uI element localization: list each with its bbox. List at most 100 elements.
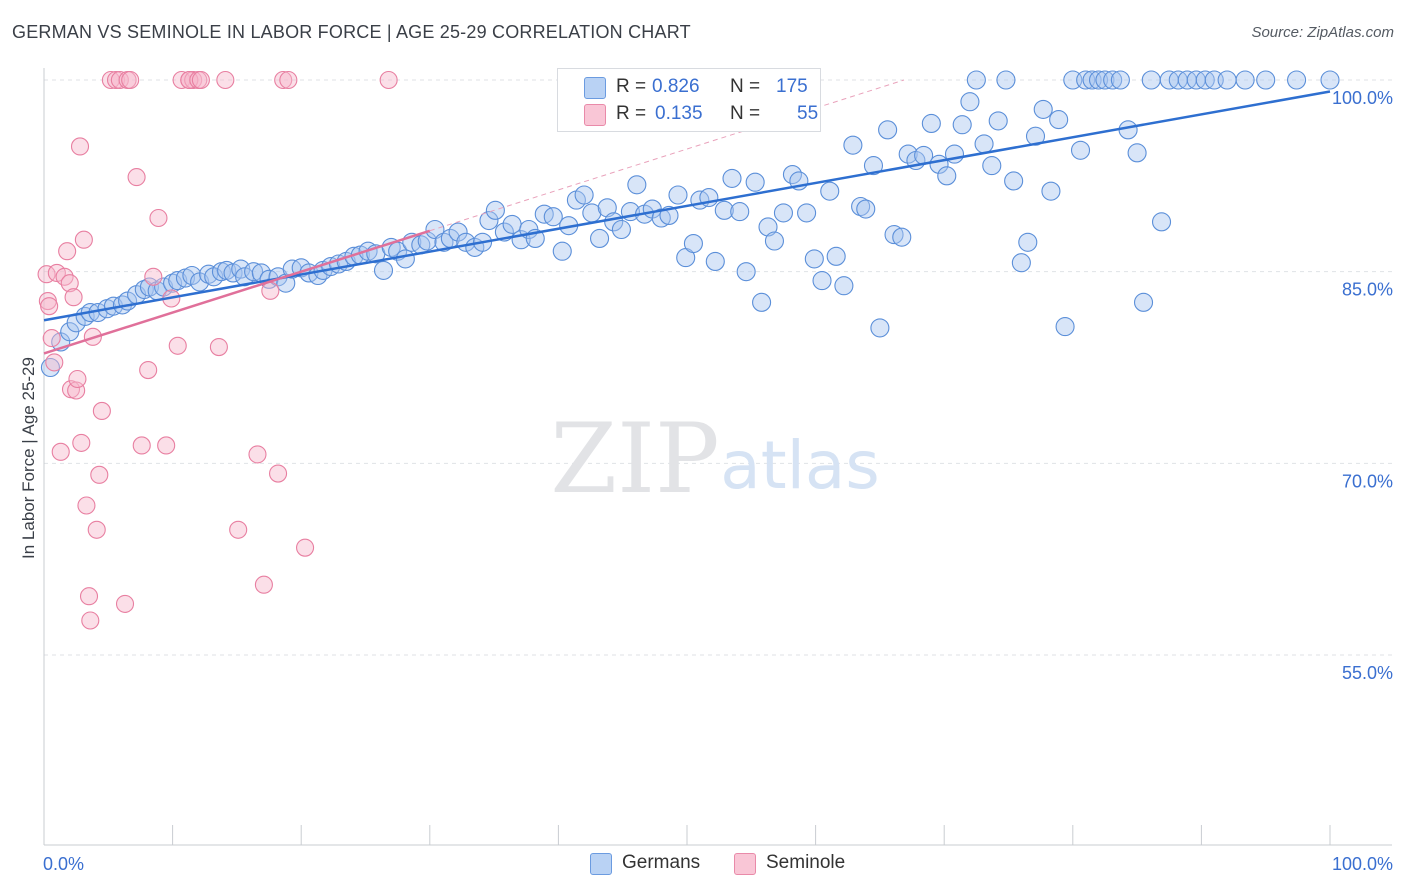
germans-point — [1141, 70, 1161, 90]
germans-point — [1025, 126, 1046, 146]
germans-point — [730, 202, 750, 222]
germans-point — [752, 292, 772, 312]
germans-trend-line — [43, 90, 1331, 322]
germans-point — [574, 185, 594, 205]
seminole-point — [81, 611, 100, 630]
legend-swatch-seminole — [584, 104, 606, 126]
germans-point — [960, 92, 980, 112]
germans-point — [1133, 292, 1154, 312]
seminole-point — [51, 442, 70, 461]
seminole-point — [121, 70, 140, 90]
germans-point — [884, 225, 904, 245]
seminole-point — [90, 465, 109, 484]
germans-point — [1033, 99, 1053, 119]
axis-layer — [43, 68, 1392, 846]
seminole-point — [139, 361, 158, 380]
germans-point — [870, 318, 890, 338]
germans-point — [448, 222, 468, 242]
germans-point — [996, 70, 1016, 90]
germans-point — [812, 271, 832, 291]
germans-point — [395, 249, 415, 269]
germans-point — [1088, 70, 1109, 90]
seminole-point — [58, 242, 77, 261]
y-tick-label-1: 85.0% — [1342, 280, 1393, 300]
germans-point — [937, 166, 957, 186]
germans-point — [611, 219, 631, 240]
seminole-trend-extension — [429, 79, 905, 232]
germans-point — [1070, 140, 1091, 160]
legend-r-label: R = — [616, 76, 647, 97]
germans-point — [168, 271, 188, 291]
germans-point — [1235, 70, 1255, 90]
seminole-point — [269, 464, 288, 483]
bottom-legend-label-seminole: Seminole — [766, 852, 846, 873]
germans-point — [758, 217, 778, 237]
seminole-point — [216, 70, 235, 90]
source-label: Source: ZipAtlas.com — [1251, 24, 1394, 41]
germans-point — [773, 203, 794, 223]
seminole-point — [296, 538, 315, 557]
seminole-point — [92, 401, 111, 420]
germans-point — [714, 200, 734, 220]
stats-legend: R = 0.826 N = 175 R = 0.135 N = 55 — [557, 68, 821, 132]
seminole-point — [248, 445, 267, 464]
germans-point — [373, 260, 394, 280]
germans-point — [244, 262, 264, 282]
y-tick-label-0: 100.0% — [1332, 88, 1393, 108]
watermark-atlas: atlas — [720, 427, 880, 504]
seminole-point — [70, 137, 90, 156]
legend-n-value-germans: 175 — [776, 76, 808, 97]
germans-point — [952, 115, 972, 135]
germans-point — [722, 168, 742, 188]
seminole-point — [274, 70, 293, 90]
seminole-point — [191, 70, 210, 90]
seminole-point — [157, 436, 176, 455]
legend-n-label: N = — [730, 76, 761, 97]
chart-title: GERMAN VS SEMINOLE IN LABOR FORCE | AGE … — [12, 22, 691, 42]
germans-point — [851, 196, 871, 217]
germans-point — [826, 246, 846, 266]
germans-point — [182, 265, 202, 286]
seminole-point — [68, 369, 87, 389]
seminole-point — [74, 230, 93, 249]
germans-point — [1110, 70, 1130, 90]
seminole-point — [72, 433, 91, 452]
bottom-legend-swatch-seminole — [734, 853, 756, 875]
germans-point — [843, 135, 863, 155]
x-tick-label-1: 100.0% — [1332, 854, 1393, 874]
legend-swatch-germans — [584, 77, 606, 99]
watermark-zip: ZIP — [550, 403, 719, 515]
bottom-legend-label-germans: Germans — [622, 852, 701, 873]
seminole-point — [40, 297, 59, 316]
seminole-point — [144, 267, 163, 286]
germans-point — [764, 231, 784, 251]
x-tick-label-0: 0.0% — [43, 854, 84, 874]
germans-point — [1118, 120, 1138, 140]
seminole-point — [379, 70, 398, 90]
germans-point — [856, 199, 876, 219]
germans-point — [1095, 70, 1115, 90]
germans-point — [597, 198, 617, 218]
germans-point — [552, 241, 572, 261]
legend-n-label: N = — [730, 103, 761, 124]
seminole-point — [127, 168, 146, 187]
germans-point — [988, 111, 1008, 131]
watermark: ZIP atlas — [550, 403, 879, 515]
seminole-points — [37, 70, 398, 630]
germans-point — [921, 113, 941, 133]
seminole-point — [254, 575, 273, 594]
seminole-point — [77, 496, 96, 515]
legend-r-label: R = — [616, 103, 647, 124]
seminole-point — [209, 338, 228, 357]
germans-point — [1041, 181, 1061, 201]
legend-n-value-seminole: 55 — [797, 103, 819, 124]
germans-point — [1287, 70, 1307, 90]
germans-point — [982, 156, 1002, 176]
germans-point — [485, 200, 505, 220]
seminole-point — [115, 594, 135, 613]
germans-point — [651, 208, 671, 228]
germans-point — [1011, 253, 1031, 273]
germans-point — [966, 70, 986, 90]
seminole-point — [184, 70, 203, 90]
germans-point — [1049, 110, 1069, 130]
